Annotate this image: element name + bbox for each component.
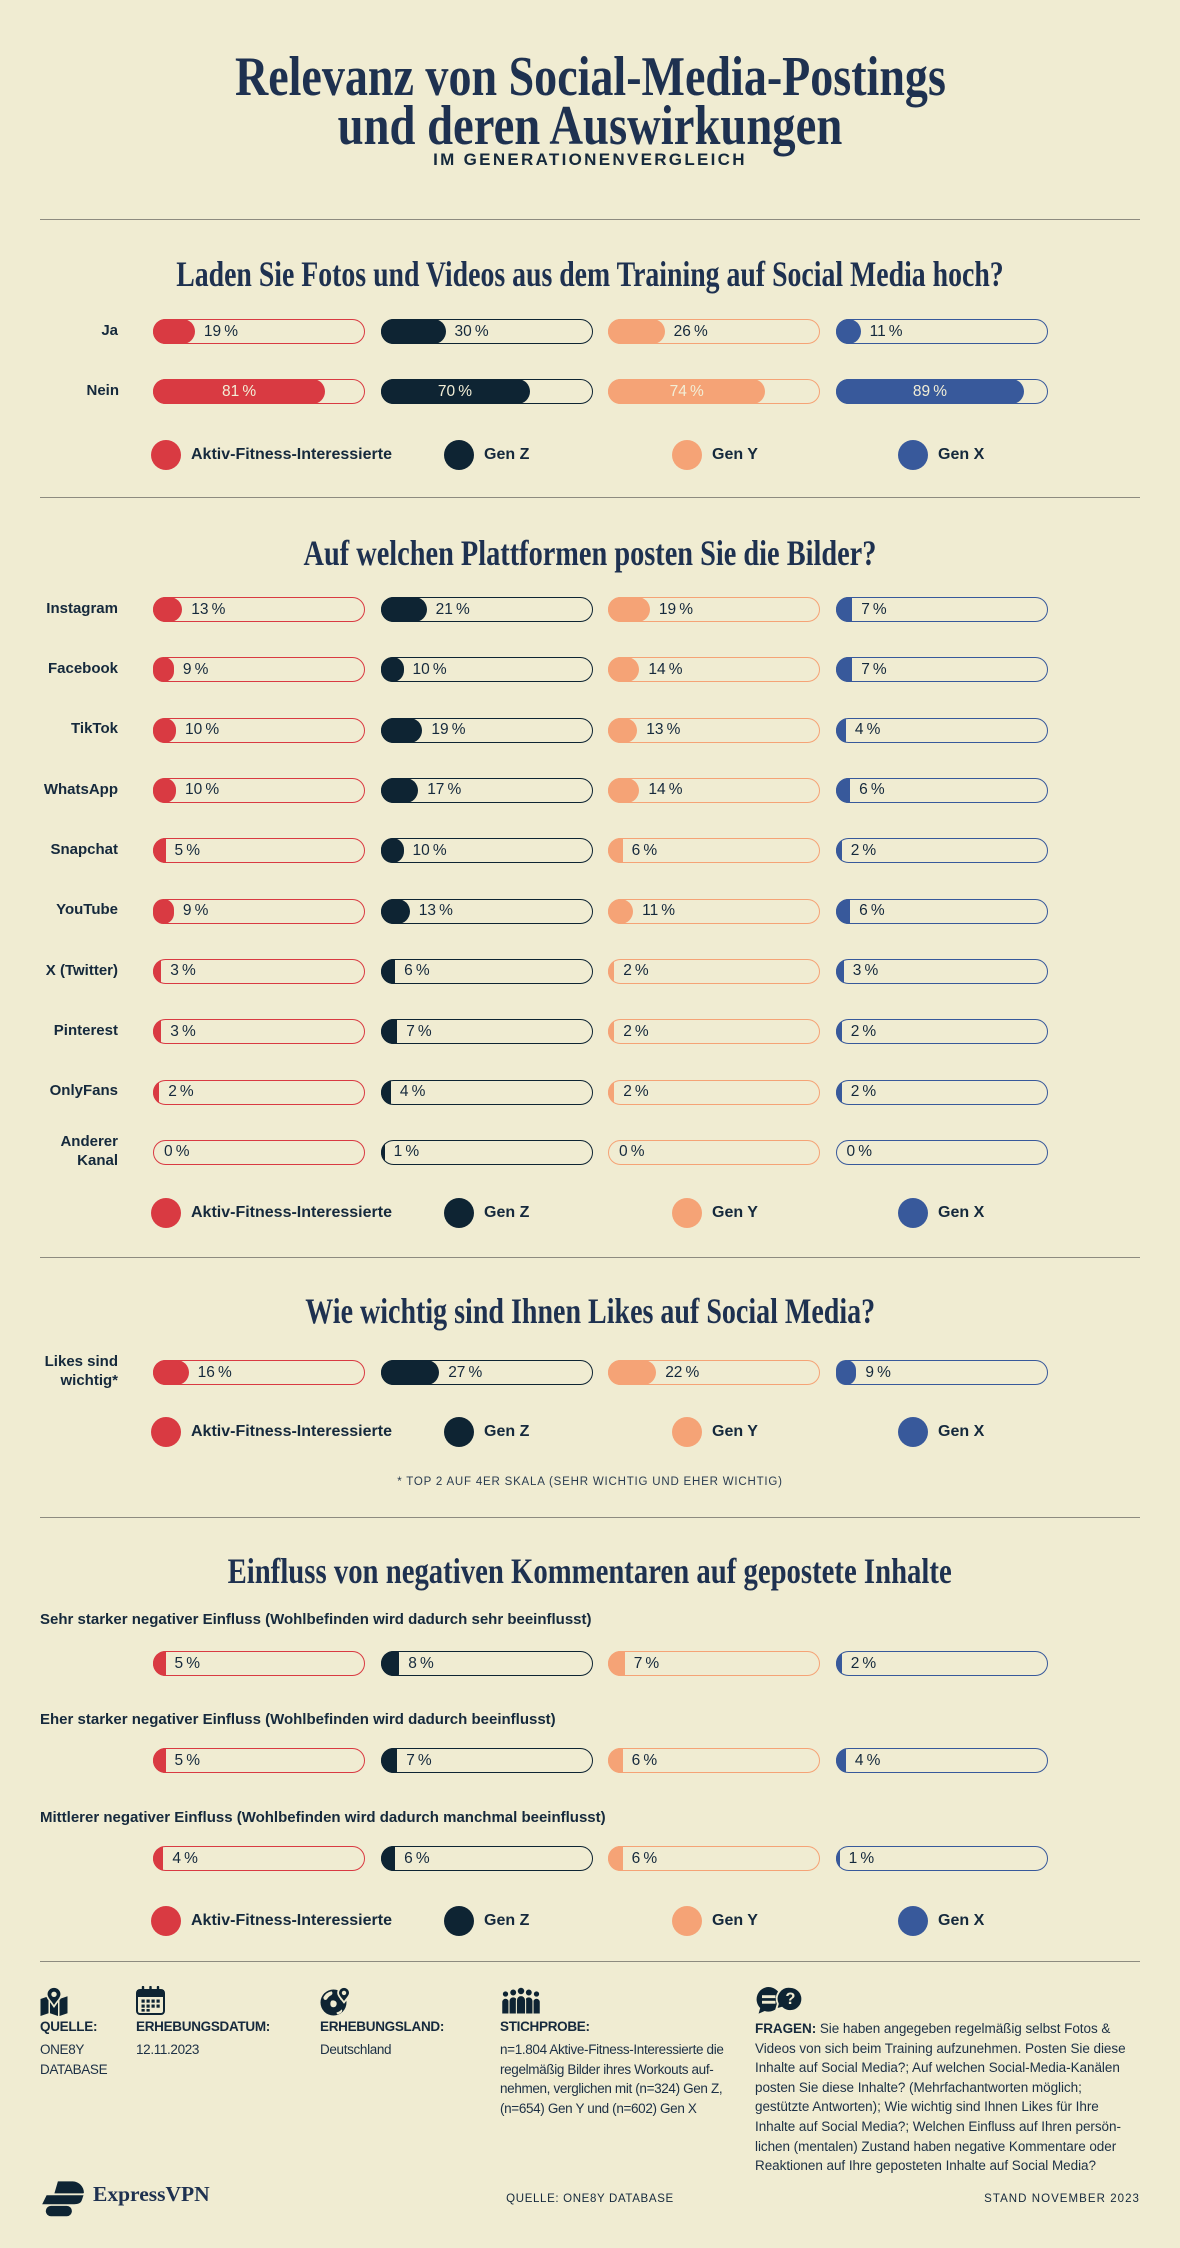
svg-text:?: ?	[785, 1990, 795, 2008]
